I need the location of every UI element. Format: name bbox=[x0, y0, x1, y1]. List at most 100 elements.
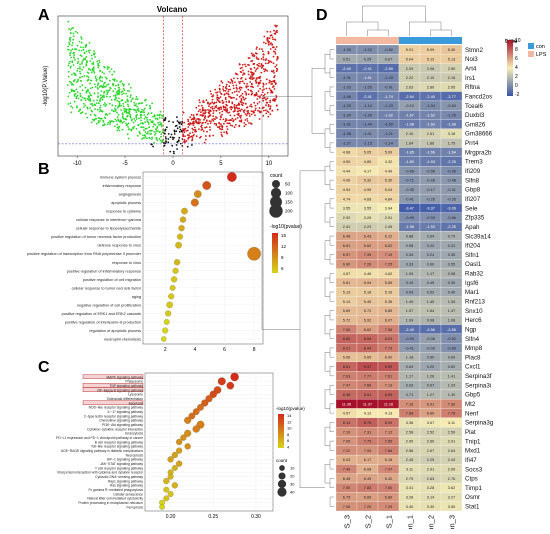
volcano-point bbox=[80, 46, 82, 48]
volcano-point bbox=[155, 128, 157, 131]
volcano-point bbox=[138, 102, 141, 104]
volcano-point bbox=[167, 141, 170, 144]
volcano-point bbox=[67, 64, 70, 67]
heatmap-cell-value: 8.44 bbox=[364, 346, 371, 350]
heatmap-cell-value: -0.35 bbox=[405, 188, 414, 192]
volcano-point bbox=[267, 105, 270, 108]
volcano-point bbox=[222, 88, 224, 90]
heatmap-cell-value: -0.10 bbox=[405, 104, 414, 108]
volcano-point bbox=[122, 84, 125, 87]
volcano-point bbox=[172, 138, 174, 141]
volcano-point bbox=[214, 88, 217, 91]
heatmap-cell-value: -1.67 bbox=[405, 113, 414, 117]
dendrogram-branch bbox=[329, 179, 334, 190]
volcano-point bbox=[67, 71, 70, 73]
go-color-tick-label: 6 bbox=[281, 266, 284, 271]
heatmap-cell-value: 3.36 bbox=[406, 421, 413, 425]
volcano-point bbox=[244, 97, 247, 100]
heatmap-cell-value: 2.80 bbox=[427, 85, 434, 89]
volcano-point bbox=[105, 77, 108, 80]
volcano-point bbox=[156, 127, 159, 129]
heatmap-cell-value: -3.47 bbox=[405, 207, 414, 211]
dendrogram-branch bbox=[324, 54, 330, 74]
volcano-point bbox=[272, 62, 275, 65]
volcano-point bbox=[126, 103, 129, 106]
sample-dendrogram-branch bbox=[362, 5, 426, 22]
volcano-point bbox=[101, 71, 104, 74]
volcano-point bbox=[135, 103, 138, 105]
go-term-label: positive regulation of cell migration bbox=[83, 278, 141, 282]
volcano-point bbox=[67, 103, 70, 105]
heatmap-cell-value: -1.46 bbox=[342, 95, 351, 99]
go-x-tick-label: 8 bbox=[253, 347, 256, 353]
volcano-point bbox=[241, 66, 243, 69]
volcano-point bbox=[184, 135, 186, 138]
volcano-point bbox=[79, 86, 81, 88]
volcano-point bbox=[89, 82, 91, 85]
volcano-point bbox=[272, 38, 274, 41]
heatmap-cell-value: -1.05 bbox=[363, 85, 372, 89]
go-bubble bbox=[173, 259, 181, 266]
kegg-term-label: TNF signaling pathway bbox=[109, 384, 143, 388]
volcano-point bbox=[234, 106, 236, 109]
heatmap-cell-value: 6.89 bbox=[385, 496, 392, 500]
volcano-point bbox=[231, 101, 234, 104]
dendrogram-branch bbox=[324, 352, 330, 372]
heatmap-cell-value: -2.41 bbox=[363, 95, 372, 99]
volcano-point bbox=[104, 66, 106, 69]
volcano-point bbox=[115, 97, 117, 100]
volcano-point bbox=[266, 91, 269, 94]
dendrogram-branch bbox=[299, 170, 325, 488]
kegg-term-label: AGE−RAGE signaling pathway in diabetic c… bbox=[61, 449, 143, 453]
volcano-point bbox=[265, 87, 268, 90]
heatmap-cell-value: 2.91 bbox=[385, 216, 392, 220]
volcano-point bbox=[243, 98, 246, 101]
volcano-point bbox=[241, 80, 244, 83]
volcano-point bbox=[96, 108, 99, 111]
volcano-point bbox=[70, 56, 73, 59]
volcano-point bbox=[148, 136, 151, 139]
heatmap-cell-value: 6.32 bbox=[385, 477, 392, 481]
volcano-point bbox=[225, 85, 228, 88]
volcano-point bbox=[233, 114, 236, 117]
volcano-point bbox=[228, 111, 231, 114]
volcano-point bbox=[263, 88, 265, 91]
heatmap-gene-label: Stmn2 bbox=[465, 47, 483, 54]
volcano-point bbox=[85, 56, 88, 58]
volcano-point bbox=[249, 81, 252, 83]
volcano-point bbox=[143, 134, 146, 137]
go-x-tick-label: 2 bbox=[164, 347, 167, 353]
volcano-point bbox=[275, 82, 277, 84]
volcano-point bbox=[122, 92, 125, 95]
heatmap-cell-value: 5.92 bbox=[364, 318, 371, 322]
volcano-point bbox=[219, 127, 221, 130]
volcano-point bbox=[211, 107, 214, 110]
volcano-point bbox=[76, 106, 78, 109]
volcano-point bbox=[223, 122, 225, 125]
volcano-point bbox=[80, 80, 83, 82]
volcano-point bbox=[214, 106, 217, 108]
volcano-point bbox=[178, 126, 181, 128]
heatmap-gene-label: Prrt4 bbox=[465, 140, 479, 147]
volcano-point bbox=[69, 40, 72, 42]
heatmap-gene-label: Slfn8 bbox=[465, 177, 480, 184]
heatmap-cell-value: 2.92 bbox=[343, 216, 350, 220]
heatmap-gene-label: Herc6 bbox=[465, 317, 482, 324]
heatmap-cell-value: 7.68 bbox=[406, 412, 413, 416]
heatmap-cell-value: 5.56 bbox=[343, 356, 350, 360]
volcano-point bbox=[242, 102, 245, 104]
heatmap-cell-value: 7.26 bbox=[364, 263, 371, 267]
heatmap-cell-value: 4.84 bbox=[385, 197, 392, 201]
volcano-point bbox=[99, 70, 102, 73]
volcano-point bbox=[250, 110, 253, 112]
heatmap-gene-label: Slc39a14 bbox=[465, 233, 491, 240]
volcano-point bbox=[262, 99, 265, 102]
volcano-point bbox=[171, 136, 174, 139]
go-bubble bbox=[168, 293, 175, 300]
heatmap-gene-label: Stat1 bbox=[465, 504, 480, 511]
heatmap-gene-label: Fancd2os bbox=[465, 93, 492, 100]
heatmap-cell-value: 6.00 bbox=[385, 356, 392, 360]
volcano-point bbox=[101, 110, 104, 113]
volcano-point bbox=[192, 128, 195, 131]
volcano-point bbox=[111, 104, 114, 107]
